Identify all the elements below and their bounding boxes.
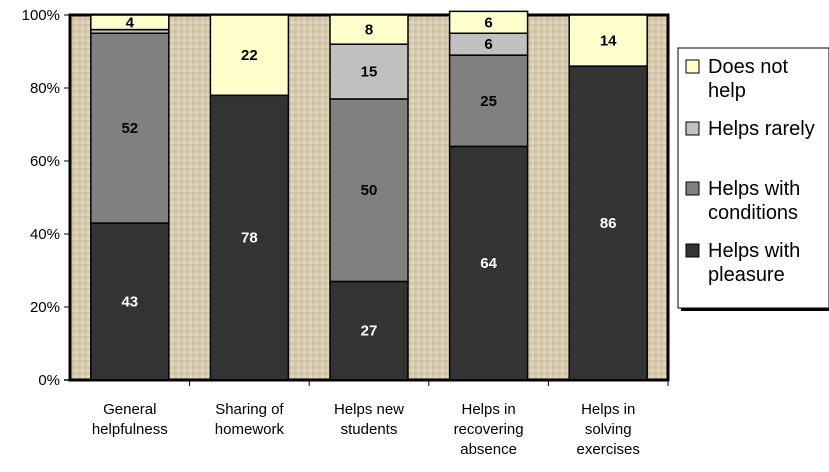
legend-entry-line: pleasure bbox=[708, 264, 785, 286]
axes: 0% 20% 40% 60% 80% 100% General helpfulness Shar… bbox=[22, 7, 669, 458]
bar-segment bbox=[209, 14, 290, 97]
legend-box bbox=[677, 47, 829, 309]
legend-swatch bbox=[685, 121, 700, 136]
x-category-label-line: homework bbox=[215, 421, 285, 438]
data-label: 4 bbox=[126, 14, 135, 31]
bar-segment bbox=[568, 14, 648, 67]
legend-entry: Helps rarely bbox=[708, 118, 815, 140]
x-category-label: Sharing of homework bbox=[215, 401, 285, 438]
x-category-label-line: students bbox=[341, 421, 398, 438]
y-tick-label: 60% bbox=[30, 153, 60, 170]
legend-swatch bbox=[685, 243, 700, 258]
legend-swatch bbox=[685, 181, 700, 196]
legend-entry: Helps with conditions bbox=[708, 178, 800, 224]
legend-entry-line: help bbox=[708, 80, 746, 102]
legend-swatch bbox=[685, 59, 700, 74]
x-category-label-line: Helps new bbox=[334, 401, 404, 418]
legend-entry-line: conditions bbox=[708, 202, 798, 224]
data-label: 27 bbox=[361, 323, 378, 340]
y-tick-label: 80% bbox=[30, 80, 60, 97]
bar-segment bbox=[448, 10, 529, 34]
x-category-label-line: Helps in bbox=[461, 401, 515, 418]
data-label: 43 bbox=[121, 294, 138, 311]
legend-entry: Helps with pleasure bbox=[708, 240, 800, 286]
bar-segment bbox=[329, 98, 409, 283]
x-category-label: Helps in solving exercises bbox=[577, 401, 640, 458]
y-tick-label: 20% bbox=[30, 299, 60, 316]
bar-segment bbox=[90, 222, 170, 381]
bar-segment bbox=[568, 65, 648, 381]
bar-segment bbox=[448, 54, 529, 148]
data-label: 25 bbox=[480, 93, 497, 110]
data-label: 64 bbox=[480, 255, 497, 272]
bars: 43 52 4 78 22 27 50 15 8 64 25 6 6 86 14 bbox=[90, 10, 648, 381]
x-category-label: General helpfulness bbox=[92, 401, 168, 438]
data-label: 6 bbox=[484, 14, 492, 31]
bar-segment bbox=[90, 14, 170, 31]
legend-entry-line: Helps rarely bbox=[708, 118, 815, 140]
data-label: 15 bbox=[361, 64, 378, 81]
legend-entry-line: Helps with bbox=[708, 240, 800, 262]
y-tick-label: 40% bbox=[30, 226, 60, 243]
x-category-label: Helps new students bbox=[334, 401, 404, 438]
y-tick-label: 0% bbox=[38, 372, 60, 389]
bar-segment bbox=[329, 280, 409, 381]
x-category-label-line: Sharing of bbox=[215, 401, 284, 418]
data-label: 86 bbox=[600, 215, 617, 232]
x-category-label-line: absence bbox=[460, 441, 517, 458]
x-category-label-line: helpfulness bbox=[92, 421, 168, 438]
x-category-label-line: Helps in bbox=[581, 401, 635, 418]
legend-entry: Does not help bbox=[708, 56, 788, 102]
x-category-label: Helps in recovering absence bbox=[454, 401, 524, 458]
bar-segment bbox=[329, 14, 409, 45]
x-category-label-line: recovering bbox=[454, 421, 524, 438]
data-label: 6 bbox=[484, 36, 492, 53]
x-category-label-line: General bbox=[103, 401, 156, 418]
legend-entry-line: Does not bbox=[708, 56, 788, 78]
x-category-label-line: solving bbox=[585, 421, 632, 438]
data-label: 8 bbox=[365, 22, 373, 39]
data-label: 78 bbox=[241, 230, 258, 247]
x-category-label-line: exercises bbox=[577, 441, 640, 458]
bar-segment bbox=[90, 32, 170, 224]
data-label: 52 bbox=[121, 120, 138, 137]
y-tick-label: 100% bbox=[22, 7, 60, 24]
bar-segment bbox=[209, 94, 290, 381]
bar-segment bbox=[329, 43, 409, 100]
data-label: 22 bbox=[241, 47, 258, 64]
data-label: 14 bbox=[600, 33, 617, 50]
legend-entry-line: Helps with bbox=[708, 178, 800, 200]
data-label: 50 bbox=[361, 182, 378, 199]
